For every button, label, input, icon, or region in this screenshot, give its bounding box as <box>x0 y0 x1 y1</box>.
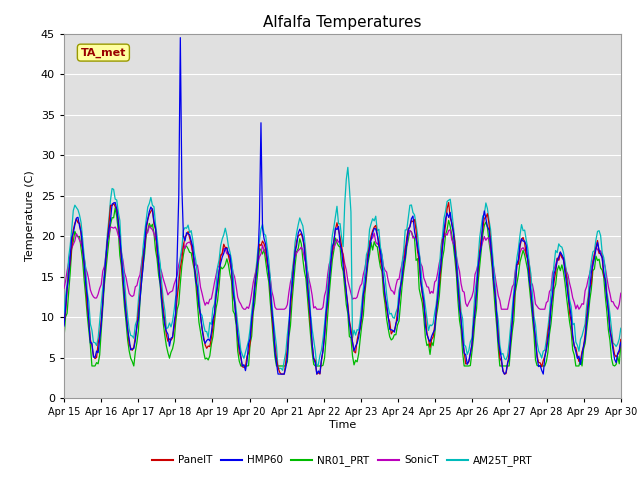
Text: TA_met: TA_met <box>81 48 126 58</box>
X-axis label: Time: Time <box>329 420 356 430</box>
Y-axis label: Temperature (C): Temperature (C) <box>26 170 35 262</box>
Legend: PanelT, HMP60, NR01_PRT, SonicT, AM25T_PRT: PanelT, HMP60, NR01_PRT, SonicT, AM25T_P… <box>148 451 537 470</box>
Title: Alfalfa Temperatures: Alfalfa Temperatures <box>263 15 422 30</box>
